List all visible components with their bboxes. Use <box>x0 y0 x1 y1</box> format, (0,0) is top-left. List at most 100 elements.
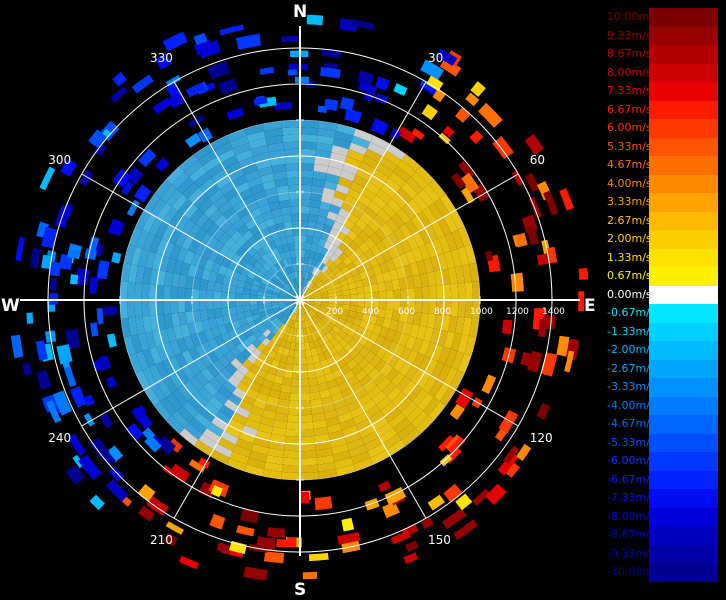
field-cell <box>319 306 328 312</box>
echo-cell <box>302 571 318 580</box>
field-cell <box>213 195 229 210</box>
field-cell <box>276 312 284 320</box>
field-cell <box>322 365 333 376</box>
field-cell <box>276 280 284 288</box>
echo-cell <box>96 308 104 325</box>
legend-swatch <box>649 526 718 545</box>
angle-label: 210 <box>150 532 173 547</box>
field-cell <box>225 225 238 238</box>
echo-cell <box>314 496 333 511</box>
field-cell <box>240 375 254 388</box>
legend-swatch <box>649 415 718 434</box>
field-cell <box>358 161 376 176</box>
field-cell <box>324 311 333 318</box>
field-cell <box>135 265 146 284</box>
field-cell <box>342 294 351 300</box>
field-cell <box>282 347 290 357</box>
field-cell <box>393 343 406 358</box>
field-cell <box>192 391 209 408</box>
field-cell <box>304 313 309 321</box>
echo-cell <box>455 387 474 409</box>
field-cell <box>277 229 287 239</box>
echo-cell <box>152 97 172 115</box>
field-cell <box>235 247 247 258</box>
field-cell <box>384 407 402 423</box>
field-cell <box>338 348 349 359</box>
field-cell <box>285 300 293 303</box>
field-cell <box>324 324 333 333</box>
field-cell <box>187 187 204 204</box>
field-cell <box>156 300 164 316</box>
field-cell <box>286 257 293 266</box>
field-cell <box>275 310 283 317</box>
field-cell <box>291 335 297 343</box>
field-cell <box>176 247 189 263</box>
field-cell <box>332 325 341 334</box>
field-cell <box>155 361 170 380</box>
field-cell <box>308 326 315 335</box>
echo-cell <box>41 254 53 270</box>
field-cell <box>357 193 372 207</box>
field-cell <box>300 414 313 423</box>
field-cell <box>421 286 430 300</box>
field-cell <box>324 217 336 228</box>
field-cell <box>368 275 378 286</box>
field-cell <box>266 395 280 406</box>
field-cell <box>286 421 300 430</box>
field-cell <box>250 266 260 275</box>
field-cell <box>300 170 314 179</box>
field-cell <box>364 437 383 452</box>
field-cell <box>340 169 356 182</box>
field-cell <box>300 213 310 222</box>
field-cell <box>265 454 284 465</box>
echo-cell <box>89 277 98 294</box>
field-cell <box>317 352 327 362</box>
field-cell <box>166 415 185 434</box>
field-cell <box>212 346 225 360</box>
field-cell <box>198 433 218 450</box>
field-cell <box>361 277 371 287</box>
field-cell <box>351 135 371 149</box>
field-cell <box>424 224 439 242</box>
legend-entry: 8.67m/s <box>606 45 718 64</box>
echo-cell <box>370 118 389 136</box>
field-cell <box>343 194 358 207</box>
field-cell <box>391 309 401 321</box>
field-cell <box>257 291 265 297</box>
field-cell <box>312 178 326 188</box>
field-cell <box>286 235 294 244</box>
field-cell <box>161 358 176 376</box>
field-cell <box>285 310 292 318</box>
field-cell <box>300 177 313 186</box>
field-cell <box>365 267 376 278</box>
field-cell <box>282 324 289 333</box>
field-cell <box>301 314 305 322</box>
field-cell <box>256 368 268 379</box>
echo-cell <box>59 158 78 177</box>
field-cell <box>423 397 440 416</box>
field-cell <box>221 307 230 317</box>
field-cell <box>241 424 258 437</box>
field-cell <box>282 267 289 276</box>
field-cell <box>189 417 207 434</box>
angle-label: 120 <box>529 431 553 445</box>
field-cell <box>316 321 325 330</box>
field-cell <box>273 308 282 315</box>
field-cell <box>337 261 347 271</box>
field-cell <box>247 333 258 344</box>
echo-cell <box>137 148 157 168</box>
field-cell <box>428 300 437 315</box>
field-cell <box>335 291 343 297</box>
echo-cell <box>339 96 355 111</box>
field-cell <box>314 295 322 299</box>
field-cell <box>312 419 327 429</box>
field-cell <box>206 162 225 178</box>
field-cell <box>241 251 252 262</box>
field-cell <box>300 249 306 258</box>
echo-cell <box>281 36 300 43</box>
field-cell <box>230 357 243 370</box>
field-cell <box>346 276 355 285</box>
field-cell <box>342 289 351 296</box>
field-cell <box>293 350 300 358</box>
echo-cell <box>505 462 521 478</box>
